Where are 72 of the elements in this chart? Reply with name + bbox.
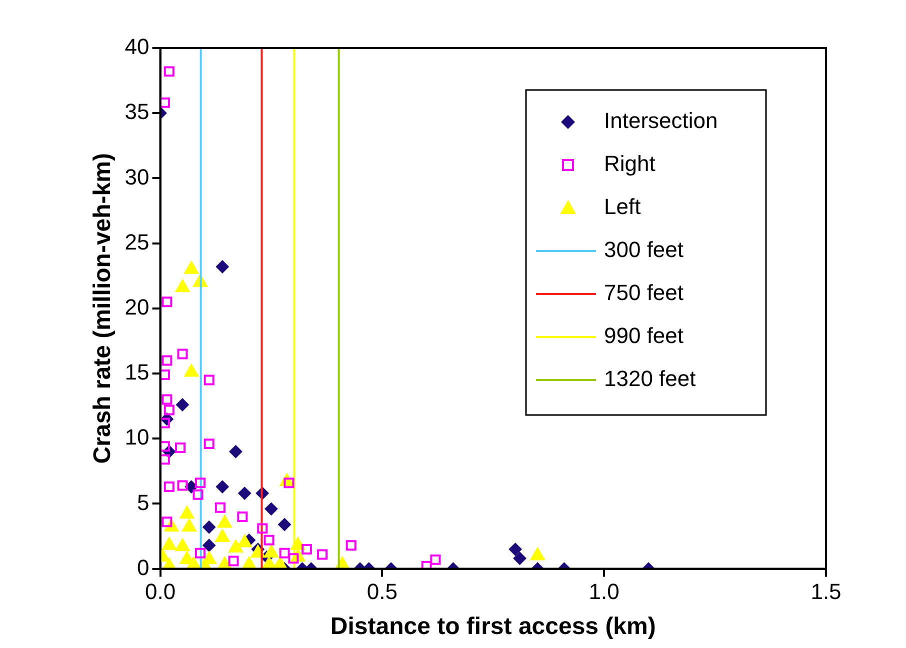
point xyxy=(204,438,214,450)
point xyxy=(317,549,328,560)
point xyxy=(164,482,174,492)
point xyxy=(257,523,268,534)
point xyxy=(278,518,292,532)
point xyxy=(202,538,216,552)
point xyxy=(264,534,274,546)
y-tick-label: 35 xyxy=(124,99,150,124)
point xyxy=(228,539,244,552)
point xyxy=(192,489,204,500)
point xyxy=(301,544,312,555)
point xyxy=(214,529,230,542)
point xyxy=(264,502,278,516)
point xyxy=(430,554,441,565)
point xyxy=(177,480,188,491)
point xyxy=(228,556,239,566)
legend-label: 750 feet xyxy=(604,280,684,306)
point xyxy=(530,547,545,560)
y-tick-label: 5 xyxy=(137,490,150,515)
point xyxy=(237,534,252,548)
point xyxy=(162,536,177,550)
legend-label: 1320 feet xyxy=(604,366,696,392)
point xyxy=(162,394,172,405)
point xyxy=(194,478,206,488)
point xyxy=(237,511,248,522)
y-tick-label: 10 xyxy=(124,424,150,450)
x-tick-label: 1.5 xyxy=(810,579,842,604)
point xyxy=(179,506,194,519)
point xyxy=(346,540,356,551)
legend-label: Right xyxy=(604,151,656,176)
point xyxy=(175,442,186,453)
point xyxy=(160,454,170,465)
point xyxy=(162,355,172,366)
point xyxy=(176,398,189,412)
point xyxy=(421,560,432,569)
point xyxy=(160,370,170,380)
legend-label: Left xyxy=(604,194,641,220)
legend-label: 990 feet xyxy=(604,323,684,348)
point xyxy=(229,445,242,458)
point xyxy=(216,260,229,274)
point xyxy=(513,552,526,565)
point xyxy=(214,502,226,513)
legend-label: 300 feet xyxy=(604,237,684,262)
y-tick-label: 15 xyxy=(124,360,150,385)
y-tick-label: 40 xyxy=(124,34,150,60)
point xyxy=(508,542,522,556)
point xyxy=(160,441,170,452)
x-axis-title: Distance to first access (km) xyxy=(330,613,656,640)
point xyxy=(164,404,174,416)
y-axis-title: Crash rate (million-veh-km) xyxy=(89,153,116,464)
x-tick-label: 0.0 xyxy=(144,579,176,604)
point xyxy=(264,544,279,558)
y-tick-label: 0 xyxy=(137,554,150,580)
point xyxy=(238,486,252,500)
point xyxy=(217,514,232,528)
x-tick-label: 0.5 xyxy=(366,579,398,604)
y-tick-label: 30 xyxy=(124,164,150,190)
point xyxy=(204,374,214,386)
point xyxy=(175,538,190,552)
point xyxy=(202,520,216,534)
point xyxy=(284,478,294,488)
point xyxy=(182,518,197,532)
point xyxy=(279,548,290,558)
point xyxy=(194,548,206,558)
x-tick-label: 1.0 xyxy=(588,579,620,604)
legend-label: Intersection xyxy=(604,108,718,134)
y-tick-label: 25 xyxy=(124,229,150,254)
point xyxy=(216,480,229,494)
y-tick-label: 20 xyxy=(124,294,150,320)
point xyxy=(177,348,188,360)
point xyxy=(160,418,170,428)
point xyxy=(162,296,172,308)
